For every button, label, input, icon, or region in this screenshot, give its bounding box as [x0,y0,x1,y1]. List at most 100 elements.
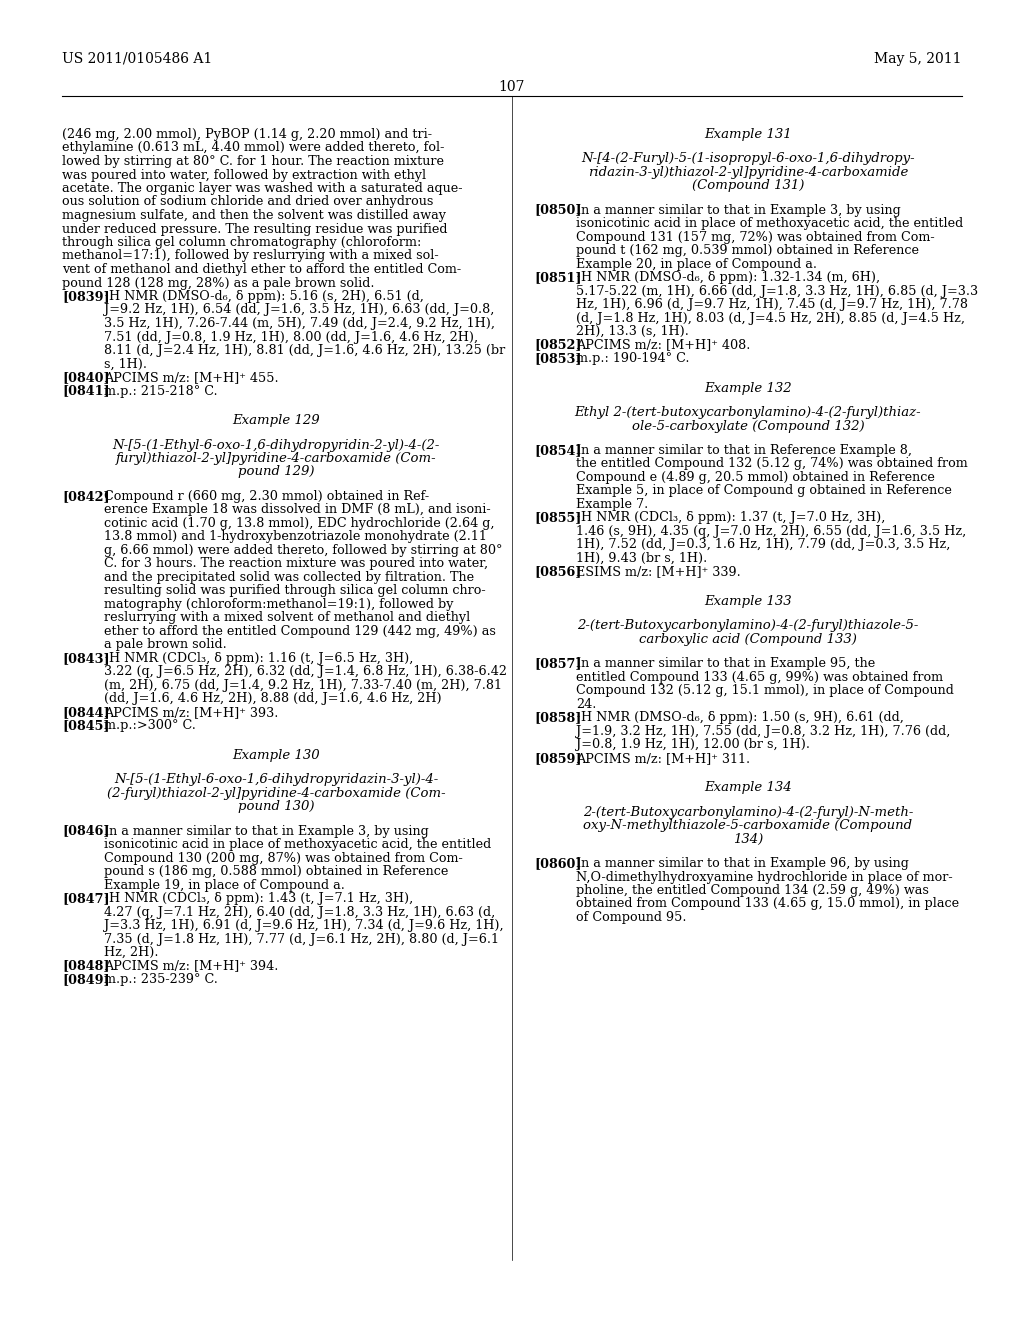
Text: J=0.8, 1.9 Hz, 1H), 12.00 (br s, 1H).: J=0.8, 1.9 Hz, 1H), 12.00 (br s, 1H). [575,738,810,751]
Text: In a manner similar to that in Example 95, the: In a manner similar to that in Example 9… [575,657,876,671]
Text: 107: 107 [499,81,525,94]
Text: the entitled Compound 132 (5.12 g, 74%) was obtained from: the entitled Compound 132 (5.12 g, 74%) … [575,458,968,470]
Text: carboxylic acid (Compound 133): carboxylic acid (Compound 133) [639,632,857,645]
Text: [0857]: [0857] [534,657,582,671]
Text: ¹H NMR (CDCl₃, δ ppm): 1.43 (t, J=7.1 Hz, 3H),: ¹H NMR (CDCl₃, δ ppm): 1.43 (t, J=7.1 Hz… [104,892,414,906]
Text: [0847]: [0847] [62,892,110,906]
Text: m.p.: 215-218° C.: m.p.: 215-218° C. [104,384,218,397]
Text: 1H), 9.43 (br s, 1H).: 1H), 9.43 (br s, 1H). [575,552,708,565]
Text: vent of methanol and diethyl ether to afford the entitled Com-: vent of methanol and diethyl ether to af… [62,263,461,276]
Text: 13.8 mmol) and 1-hydroxybenzotriazole monohydrate (2.11: 13.8 mmol) and 1-hydroxybenzotriazole mo… [104,531,486,544]
Text: erence Example 18 was dissolved in DMF (8 mL), and isoni-: erence Example 18 was dissolved in DMF (… [104,503,490,516]
Text: [0849]: [0849] [62,973,110,986]
Text: J=1.9, 3.2 Hz, 1H), 7.55 (dd, J=0.8, 3.2 Hz, 1H), 7.76 (dd,: J=1.9, 3.2 Hz, 1H), 7.55 (dd, J=0.8, 3.2… [575,725,950,738]
Text: N,O-dimethylhydroxyamine hydrochloride in place of mor-: N,O-dimethylhydroxyamine hydrochloride i… [575,870,952,883]
Text: 2-(tert-Butoxycarbonylamino)-4-(2-furyl)-N-meth-: 2-(tert-Butoxycarbonylamino)-4-(2-furyl)… [583,805,913,818]
Text: ESIMS m/z: [M+H]⁺ 339.: ESIMS m/z: [M+H]⁺ 339. [575,565,740,578]
Text: APCIMS m/z: [M+H]⁺ 311.: APCIMS m/z: [M+H]⁺ 311. [575,751,751,764]
Text: (m, 2H), 6.75 (dd, J=1.4, 9.2 Hz, 1H), 7.33-7.40 (m, 2H), 7.81: (m, 2H), 6.75 (dd, J=1.4, 9.2 Hz, 1H), 7… [104,678,502,692]
Text: APCIMS m/z: [M+H]⁺ 394.: APCIMS m/z: [M+H]⁺ 394. [104,960,279,973]
Text: May 5, 2011: May 5, 2011 [874,51,962,66]
Text: C. for 3 hours. The reaction mixture was poured into water,: C. for 3 hours. The reaction mixture was… [104,557,488,570]
Text: J=3.3 Hz, 1H), 6.91 (d, J=9.6 Hz, 1H), 7.34 (d, J=9.6 Hz, 1H),: J=3.3 Hz, 1H), 6.91 (d, J=9.6 Hz, 1H), 7… [104,919,504,932]
Text: [0842]: [0842] [62,490,110,503]
Text: (d, J=1.8 Hz, 1H), 8.03 (d, J=4.5 Hz, 2H), 8.85 (d, J=4.5 Hz,: (d, J=1.8 Hz, 1H), 8.03 (d, J=4.5 Hz, 2H… [575,312,965,325]
Text: 7.51 (dd, J=0.8, 1.9 Hz, 1H), 8.00 (dd, J=1.6, 4.6 Hz, 2H),: 7.51 (dd, J=0.8, 1.9 Hz, 1H), 8.00 (dd, … [104,330,478,343]
Text: [0856]: [0856] [534,565,582,578]
Text: 5.17-5.22 (m, 1H), 6.66 (dd, J=1.8, 3.3 Hz, 1H), 6.85 (d, J=3.3: 5.17-5.22 (m, 1H), 6.66 (dd, J=1.8, 3.3 … [575,285,978,297]
Text: In a manner similar to that in Example 96, by using: In a manner similar to that in Example 9… [575,857,909,870]
Text: Compound 130 (200 mg, 87%) was obtained from Com-: Compound 130 (200 mg, 87%) was obtained … [104,851,463,865]
Text: ¹H NMR (DMSO-d₆, δ ppm): 5.16 (s, 2H), 6.51 (d,: ¹H NMR (DMSO-d₆, δ ppm): 5.16 (s, 2H), 6… [104,290,424,304]
Text: 1.46 (s, 9H), 4.35 (q, J=7.0 Hz, 2H), 6.55 (dd, J=1.6, 3.5 Hz,: 1.46 (s, 9H), 4.35 (q, J=7.0 Hz, 2H), 6.… [575,525,967,539]
Text: ¹H NMR (DMSO-d₆, δ ppm): 1.50 (s, 9H), 6.61 (dd,: ¹H NMR (DMSO-d₆, δ ppm): 1.50 (s, 9H), 6… [575,711,904,725]
Text: [0850]: [0850] [534,203,582,216]
Text: entitled Compound 133 (4.65 g, 99%) was obtained from: entitled Compound 133 (4.65 g, 99%) was … [575,671,943,684]
Text: Compound e (4.89 g, 20.5 mmol) obtained in Reference: Compound e (4.89 g, 20.5 mmol) obtained … [575,471,935,484]
Text: m.p.: 235-239° C.: m.p.: 235-239° C. [104,973,218,986]
Text: 24.: 24. [575,698,596,710]
Text: resulting solid was purified through silica gel column chro-: resulting solid was purified through sil… [104,585,485,597]
Text: N-[5-(1-Ethyl-6-oxo-1,6-dihydropyridin-2-yl)-4-(2-: N-[5-(1-Ethyl-6-oxo-1,6-dihydropyridin-2… [113,438,439,451]
Text: methanol=17:1), followed by reslurrying with a mixed sol-: methanol=17:1), followed by reslurrying … [62,249,438,263]
Text: N-[5-(1-Ethyl-6-oxo-1,6-dihydropyridazin-3-yl)-4-: N-[5-(1-Ethyl-6-oxo-1,6-dihydropyridazin… [114,774,438,787]
Text: pound 128 (128 mg, 28%) as a pale brown solid.: pound 128 (128 mg, 28%) as a pale brown … [62,276,375,289]
Text: lowed by stirring at 80° C. for 1 hour. The reaction mixture: lowed by stirring at 80° C. for 1 hour. … [62,154,444,168]
Text: APCIMS m/z: [M+H]⁺ 408.: APCIMS m/z: [M+H]⁺ 408. [575,339,751,351]
Text: [0841]: [0841] [62,384,110,397]
Text: was poured into water, followed by extraction with ethyl: was poured into water, followed by extra… [62,169,426,181]
Text: Compound 132 (5.12 g, 15.1 mmol), in place of Compound: Compound 132 (5.12 g, 15.1 mmol), in pla… [575,684,954,697]
Text: pound 130): pound 130) [238,800,314,813]
Text: g, 6.66 mmol) were added thereto, followed by stirring at 80°: g, 6.66 mmol) were added thereto, follow… [104,544,503,557]
Text: ¹H NMR (CDCl₃, δ ppm): 1.16 (t, J=6.5 Hz, 3H),: ¹H NMR (CDCl₃, δ ppm): 1.16 (t, J=6.5 Hz… [104,652,414,665]
Text: Hz, 2H).: Hz, 2H). [104,946,159,960]
Text: N-[4-(2-Furyl)-5-(1-isopropyl-6-oxo-1,6-dihydropy-: N-[4-(2-Furyl)-5-(1-isopropyl-6-oxo-1,6-… [582,152,914,165]
Text: (dd, J=1.6, 4.6 Hz, 2H), 8.88 (dd, J=1.6, 4.6 Hz, 2H): (dd, J=1.6, 4.6 Hz, 2H), 8.88 (dd, J=1.6… [104,692,441,705]
Text: [0846]: [0846] [62,825,110,838]
Text: m.p.:>300° C.: m.p.:>300° C. [104,719,196,733]
Text: [0840]: [0840] [62,371,110,384]
Text: [0859]: [0859] [534,751,582,764]
Text: US 2011/0105486 A1: US 2011/0105486 A1 [62,51,212,66]
Text: (2-furyl)thiazol-2-yl]pyridine-4-carboxamide (Com-: (2-furyl)thiazol-2-yl]pyridine-4-carboxa… [106,787,445,800]
Text: 2H), 13.3 (s, 1H).: 2H), 13.3 (s, 1H). [575,325,689,338]
Text: 3.5 Hz, 1H), 7.26-7.44 (m, 5H), 7.49 (dd, J=2.4, 9.2 Hz, 1H),: 3.5 Hz, 1H), 7.26-7.44 (m, 5H), 7.49 (dd… [104,317,495,330]
Text: Example 19, in place of Compound a.: Example 19, in place of Compound a. [104,879,345,891]
Text: oxy-N-methylthiazole-5-carboxamide (Compound: oxy-N-methylthiazole-5-carboxamide (Comp… [584,820,912,832]
Text: 8.11 (d, J=2.4 Hz, 1H), 8.81 (dd, J=1.6, 4.6 Hz, 2H), 13.25 (br: 8.11 (d, J=2.4 Hz, 1H), 8.81 (dd, J=1.6,… [104,345,505,356]
Text: [0843]: [0843] [62,652,110,665]
Text: reslurrying with a mixed solvent of methanol and diethyl: reslurrying with a mixed solvent of meth… [104,611,470,624]
Text: 7.35 (d, J=1.8 Hz, 1H), 7.77 (d, J=6.1 Hz, 2H), 8.80 (d, J=6.1: 7.35 (d, J=1.8 Hz, 1H), 7.77 (d, J=6.1 H… [104,933,499,945]
Text: 2-(tert-Butoxycarbonylamino)-4-(2-furyl)thiazole-5-: 2-(tert-Butoxycarbonylamino)-4-(2-furyl)… [578,619,919,632]
Text: 3.22 (q, J=6.5 Hz, 2H), 6.32 (dd, J=1.4, 6.8 Hz, 1H), 6.38-6.42: 3.22 (q, J=6.5 Hz, 2H), 6.32 (dd, J=1.4,… [104,665,507,678]
Text: Example 129: Example 129 [232,414,319,428]
Text: In a manner similar to that in Reference Example 8,: In a manner similar to that in Reference… [575,444,912,457]
Text: [0855]: [0855] [534,511,582,524]
Text: Example 20, in place of Compound a.: Example 20, in place of Compound a. [575,257,817,271]
Text: ous solution of sodium chloride and dried over anhydrous: ous solution of sodium chloride and drie… [62,195,433,209]
Text: Example 132: Example 132 [705,381,792,395]
Text: obtained from Compound 133 (4.65 g, 15.0 mmol), in place: obtained from Compound 133 (4.65 g, 15.0… [575,898,959,911]
Text: [0848]: [0848] [62,960,110,973]
Text: [0844]: [0844] [62,706,110,719]
Text: under reduced pressure. The resulting residue was purified: under reduced pressure. The resulting re… [62,223,447,235]
Text: Compound 131 (157 mg, 72%) was obtained from Com-: Compound 131 (157 mg, 72%) was obtained … [575,231,935,244]
Text: Example 130: Example 130 [232,748,319,762]
Text: s, 1H).: s, 1H). [104,358,147,371]
Text: furyl)thiazol-2-yl]pyridine-4-carboxamide (Com-: furyl)thiazol-2-yl]pyridine-4-carboxamid… [116,451,436,465]
Text: 4.27 (q, J=7.1 Hz, 2H), 6.40 (dd, J=1.8, 3.3 Hz, 1H), 6.63 (d,: 4.27 (q, J=7.1 Hz, 2H), 6.40 (dd, J=1.8,… [104,906,496,919]
Text: of Compound 95.: of Compound 95. [575,911,686,924]
Text: isonicotinic acid in place of methoxyacetic acid, the entitled: isonicotinic acid in place of methoxyace… [575,216,964,230]
Text: pound 129): pound 129) [238,466,314,479]
Text: 134): 134) [733,833,763,846]
Text: [0854]: [0854] [534,444,582,457]
Text: acetate. The organic layer was washed with a saturated aque-: acetate. The organic layer was washed wi… [62,182,463,195]
Text: [0839]: [0839] [62,290,110,304]
Text: isonicotinic acid in place of methoxyacetic acid, the entitled: isonicotinic acid in place of methoxyace… [104,838,492,851]
Text: matography (chloroform:methanol=19:1), followed by: matography (chloroform:methanol=19:1), f… [104,598,454,611]
Text: Example 134: Example 134 [705,781,792,795]
Text: cotinic acid (1.70 g, 13.8 mmol), EDC hydrochloride (2.64 g,: cotinic acid (1.70 g, 13.8 mmol), EDC hy… [104,517,495,529]
Text: [0853]: [0853] [534,352,582,366]
Text: (246 mg, 2.00 mmol), PyBOP (1.14 g, 2.20 mmol) and tri-: (246 mg, 2.00 mmol), PyBOP (1.14 g, 2.20… [62,128,432,141]
Text: magnesium sulfate, and then the solvent was distilled away: magnesium sulfate, and then the solvent … [62,209,446,222]
